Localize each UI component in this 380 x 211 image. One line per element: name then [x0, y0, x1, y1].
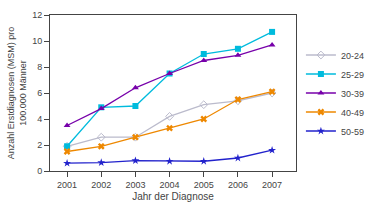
svg-text:2006: 2006 [228, 180, 248, 190]
svg-text:2001: 2001 [57, 180, 77, 190]
svg-text:Jahr der Diagnose: Jahr der Diagnose [132, 191, 214, 202]
svg-text:25-29: 25-29 [341, 70, 364, 80]
svg-text:30-39: 30-39 [341, 89, 364, 99]
svg-text:2002: 2002 [91, 180, 111, 190]
svg-text:Anzahl Erstdiagnosen (MSM) pro: Anzahl Erstdiagnosen (MSM) pro100.000 Mä… [6, 27, 28, 160]
svg-text:6: 6 [37, 88, 42, 98]
svg-text:10: 10 [32, 36, 42, 46]
svg-text:2004: 2004 [160, 180, 180, 190]
svg-text:2007: 2007 [262, 180, 282, 190]
svg-text:40-49: 40-49 [341, 108, 364, 118]
svg-text:20-24: 20-24 [341, 51, 364, 61]
svg-text:2: 2 [37, 140, 42, 150]
svg-text:50-59: 50-59 [341, 127, 364, 137]
svg-text:2003: 2003 [125, 180, 145, 190]
svg-text:8: 8 [37, 62, 42, 72]
svg-text:0: 0 [37, 166, 42, 176]
svg-text:12: 12 [32, 10, 42, 20]
svg-text:2005: 2005 [194, 180, 214, 190]
svg-text:4: 4 [37, 114, 42, 124]
